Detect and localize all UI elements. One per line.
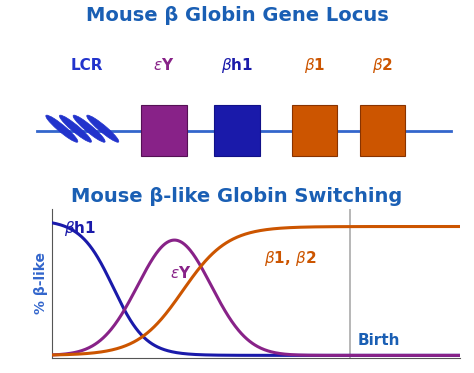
Ellipse shape <box>87 115 119 142</box>
Text: $\beta$2: $\beta$2 <box>372 56 393 75</box>
Text: $\beta$h1: $\beta$h1 <box>64 219 97 238</box>
Ellipse shape <box>59 115 91 142</box>
Ellipse shape <box>73 115 105 142</box>
Text: LCR: LCR <box>71 58 103 73</box>
Text: Mouse β-like Globin Switching: Mouse β-like Globin Switching <box>72 186 402 206</box>
Text: $\beta$h1: $\beta$h1 <box>221 56 253 75</box>
Text: $\varepsilon$Y: $\varepsilon$Y <box>170 265 192 281</box>
FancyBboxPatch shape <box>292 105 337 156</box>
Text: Birth: Birth <box>358 332 401 348</box>
Y-axis label: % β-like: % β-like <box>34 253 48 314</box>
Text: $\beta$1: $\beta$1 <box>304 56 325 75</box>
Text: $\varepsilon$Y: $\varepsilon$Y <box>154 57 175 73</box>
FancyBboxPatch shape <box>214 105 260 156</box>
Ellipse shape <box>46 115 78 142</box>
Text: $\beta$1, $\beta$2: $\beta$1, $\beta$2 <box>264 249 317 268</box>
FancyBboxPatch shape <box>141 105 187 156</box>
Text: Mouse β Globin Gene Locus: Mouse β Globin Gene Locus <box>86 6 388 25</box>
FancyBboxPatch shape <box>360 105 405 156</box>
